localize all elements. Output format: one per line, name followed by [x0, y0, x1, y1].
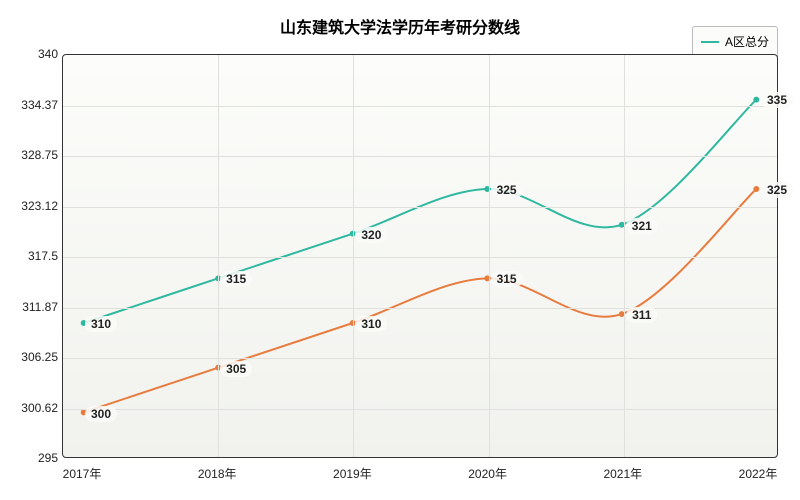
x-tick-label: 2019年	[333, 465, 372, 482]
gridline-v	[353, 55, 354, 457]
data-label: 300	[85, 406, 117, 422]
y-tick-label: 295	[8, 451, 58, 465]
data-label: 310	[85, 316, 117, 332]
gridline-h	[63, 156, 777, 157]
data-label: 315	[491, 271, 523, 287]
data-label: 320	[355, 227, 387, 243]
y-tick-label: 311.87	[8, 300, 58, 314]
data-label: 335	[761, 92, 793, 108]
gridline-h	[63, 106, 777, 107]
y-tick-label: 323.12	[8, 199, 58, 213]
gridline-h	[63, 257, 777, 258]
chart-container: 山东建筑大学法学历年考研分数线 A区总分 B区总分 31031532032532…	[0, 0, 800, 500]
plot-area: 310315320325321335300305310315311325	[62, 54, 778, 458]
gridline-h	[63, 207, 777, 208]
gridline-v	[489, 55, 490, 457]
x-tick-label: 2020年	[468, 465, 507, 482]
legend-label-a: A区总分	[725, 33, 769, 50]
x-tick-label: 2021年	[603, 465, 642, 482]
y-tick-label: 334.37	[8, 98, 58, 112]
y-tick-label: 340	[8, 47, 58, 61]
data-label: 321	[626, 218, 658, 234]
y-tick-label: 317.5	[8, 249, 58, 263]
gridline-h	[63, 308, 777, 309]
x-tick-label: 2022年	[739, 465, 778, 482]
line-layer	[63, 55, 777, 457]
y-tick-label: 306.25	[8, 350, 58, 364]
data-label: 310	[355, 316, 387, 332]
y-tick-label: 300.62	[8, 401, 58, 415]
series-line	[84, 100, 757, 323]
x-tick-label: 2018年	[198, 465, 237, 482]
x-tick-label: 2017年	[63, 465, 102, 482]
gridline-h	[63, 409, 777, 410]
data-label: 311	[626, 307, 657, 323]
data-label: 315	[220, 271, 252, 287]
data-label: 305	[220, 361, 252, 377]
gridline-v	[624, 55, 625, 457]
y-tick-label: 328.75	[8, 148, 58, 162]
chart-title: 山东建筑大学法学历年考研分数线	[280, 14, 520, 38]
gridline-h	[63, 358, 777, 359]
series-marker	[753, 97, 759, 103]
legend-item-a: A区总分	[701, 33, 769, 50]
series-marker	[753, 186, 759, 192]
data-label: 325	[491, 182, 523, 198]
gridline-v	[218, 55, 219, 457]
legend-swatch-a	[701, 41, 719, 43]
data-label: 325	[761, 182, 793, 198]
